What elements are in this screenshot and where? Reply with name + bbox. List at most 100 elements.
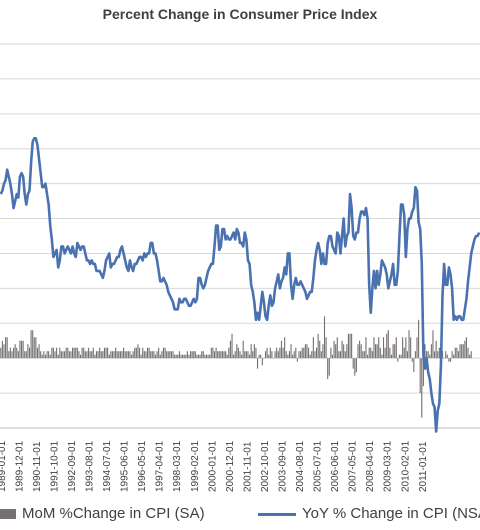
mom-bar — [8, 351, 10, 359]
mom-bar — [395, 337, 397, 359]
legend-swatch-yoy — [258, 512, 296, 516]
mom-bar — [162, 347, 165, 359]
mom-bar — [414, 351, 416, 359]
mom-bar — [11, 351, 13, 359]
mom-bar — [1, 340, 3, 359]
mom-bar — [261, 358, 263, 366]
mom-bar — [346, 344, 348, 359]
mom-bar — [17, 351, 19, 359]
mom-bar — [245, 351, 247, 359]
mom-bar — [445, 351, 447, 359]
mom-bar — [368, 347, 370, 359]
mom-bar — [94, 354, 96, 359]
mom-bar — [457, 351, 460, 359]
x-tick-label: 2002-10-01 — [260, 440, 271, 492]
mom-bar — [453, 354, 455, 359]
mom-bar — [290, 344, 292, 359]
mom-bar — [177, 354, 179, 359]
mom-bar — [359, 340, 361, 359]
mom-bar — [317, 333, 319, 359]
mom-bar — [9, 347, 11, 359]
mom-bar — [408, 330, 410, 359]
mom-bar — [79, 354, 82, 359]
mom-bar — [124, 351, 126, 359]
mom-bar — [174, 354, 176, 359]
mom-bar — [328, 358, 330, 376]
mom-bar — [41, 354, 43, 359]
mom-bar — [300, 351, 302, 359]
mom-bar — [397, 358, 399, 362]
mom-bar — [392, 344, 394, 359]
mom-bar — [363, 351, 365, 359]
mom-bar — [199, 354, 201, 359]
x-tick-label: 1993-08-01 — [85, 440, 96, 492]
mom-bar — [464, 340, 466, 359]
mom-bar — [19, 340, 21, 359]
mom-bar — [107, 347, 109, 359]
mom-bar — [389, 347, 391, 359]
mom-bar — [386, 333, 388, 359]
mom-bar — [249, 354, 251, 359]
mom-bar — [72, 347, 74, 359]
mom-bar — [449, 358, 452, 362]
mom-bar — [161, 351, 163, 359]
mom-bar — [295, 347, 297, 359]
mom-bar — [221, 351, 224, 359]
mom-bar — [293, 351, 295, 359]
mom-bar — [327, 358, 329, 380]
mom-bar — [83, 347, 85, 359]
x-tick-label: 1995-06-01 — [120, 440, 131, 492]
mom-bar — [268, 354, 270, 359]
mom-bar — [166, 351, 168, 359]
mom-bar — [35, 337, 37, 359]
mom-bar — [325, 337, 327, 359]
x-tick-label: 2003-09-01 — [277, 440, 288, 492]
mom-bar — [231, 333, 233, 359]
mom-bar — [308, 347, 310, 359]
mom-bar — [91, 351, 93, 359]
mom-bar — [330, 347, 332, 359]
mom-bar — [52, 347, 54, 359]
mom-bar — [49, 354, 51, 359]
yoy-line-layer — [0, 136, 480, 433]
mom-bar — [60, 351, 62, 359]
mom-bar — [430, 344, 432, 359]
mom-bar — [119, 351, 121, 359]
mom-bar — [410, 337, 412, 359]
mom-bar — [387, 330, 389, 359]
mom-bar — [373, 337, 375, 359]
legend-label-mom: MoM %Change in CPI (SA) — [22, 505, 205, 522]
mom-bar — [73, 347, 75, 359]
mom-bar — [274, 351, 276, 359]
mom-bar — [416, 337, 418, 359]
mom-bar — [285, 351, 287, 359]
mom-bar — [40, 351, 42, 359]
mom-bar — [3, 344, 5, 359]
mom-bar — [446, 354, 448, 359]
mom-bar — [451, 351, 453, 359]
mom-bar — [233, 354, 235, 359]
mom-bar — [250, 344, 252, 359]
mom-bar — [190, 351, 192, 359]
mom-bar — [418, 319, 420, 359]
mom-bar — [33, 337, 35, 359]
mom-bar — [355, 358, 357, 373]
mom-bar — [28, 347, 31, 359]
mom-bar — [462, 344, 464, 359]
mom-bar — [137, 344, 139, 359]
mom-bar — [256, 358, 259, 369]
mom-bar — [406, 351, 408, 359]
mom-bar — [312, 337, 314, 359]
mom-bar — [298, 351, 300, 359]
x-tick-label: 2008-04-01 — [365, 440, 376, 492]
legend-label-yoy: YoY % Change in CPI (NSA) — [302, 505, 480, 522]
mom-bar — [432, 330, 434, 359]
mom-bar — [335, 344, 337, 359]
mom-bar — [121, 351, 123, 359]
mom-bar — [123, 347, 125, 359]
mom-bar — [70, 351, 72, 359]
mom-bar — [164, 347, 166, 359]
x-axis-labels: 1989-01-01 1989-12-01 1990-11-01 1991-10-01… — [0, 440, 429, 492]
mom-bar — [429, 354, 431, 359]
